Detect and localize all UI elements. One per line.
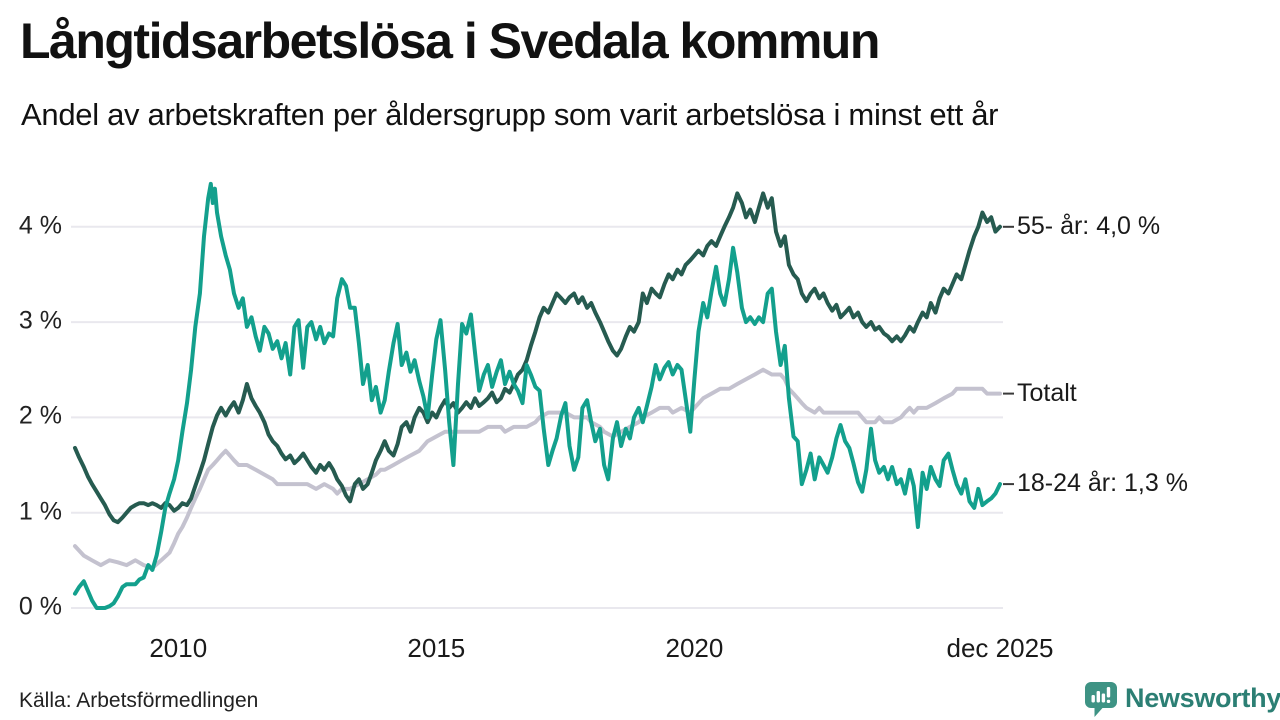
y-axis-tick-label: 4 %	[18, 211, 62, 240]
page-title: Långtidsarbetslösa i Svedala kommun	[20, 13, 880, 69]
x-axis-tick-label: 2010	[149, 633, 208, 663]
source-note: Källa: Arbetsförmedlingen	[19, 689, 259, 712]
x-axis-tick-label: dec 2025	[946, 633, 1054, 663]
x-axis-tick-label: 2015	[407, 633, 466, 663]
newsworthy-icon	[1085, 682, 1117, 717]
series-label-18-24: 18-24 år: 1,3 %	[1017, 469, 1188, 498]
chart-subtitle: Andel av arbetskraften per åldersgrupp s…	[21, 97, 999, 132]
series-label-total: Totalt	[1017, 378, 1077, 407]
y-axis-tick-label: 1 %	[18, 497, 62, 526]
newsworthy-logo: Newsworthy	[1084, 681, 1280, 718]
newsworthy-wordmark: Newsworthy	[1125, 683, 1280, 713]
series-line-total	[73, 367, 1002, 570]
y-axis-tick-label: 3 %	[18, 306, 62, 335]
series-label-55: 55- år: 4,0 %	[1017, 211, 1161, 240]
series-line-55	[73, 191, 1002, 525]
y-axis-tick-label: 2 %	[18, 401, 62, 430]
y-axis-tick-label: 0 %	[18, 592, 62, 621]
series-line-18-24	[73, 181, 1002, 610]
x-axis-tick-label: 2020	[665, 633, 724, 663]
bar-chart-glyph	[1091, 687, 1111, 703]
